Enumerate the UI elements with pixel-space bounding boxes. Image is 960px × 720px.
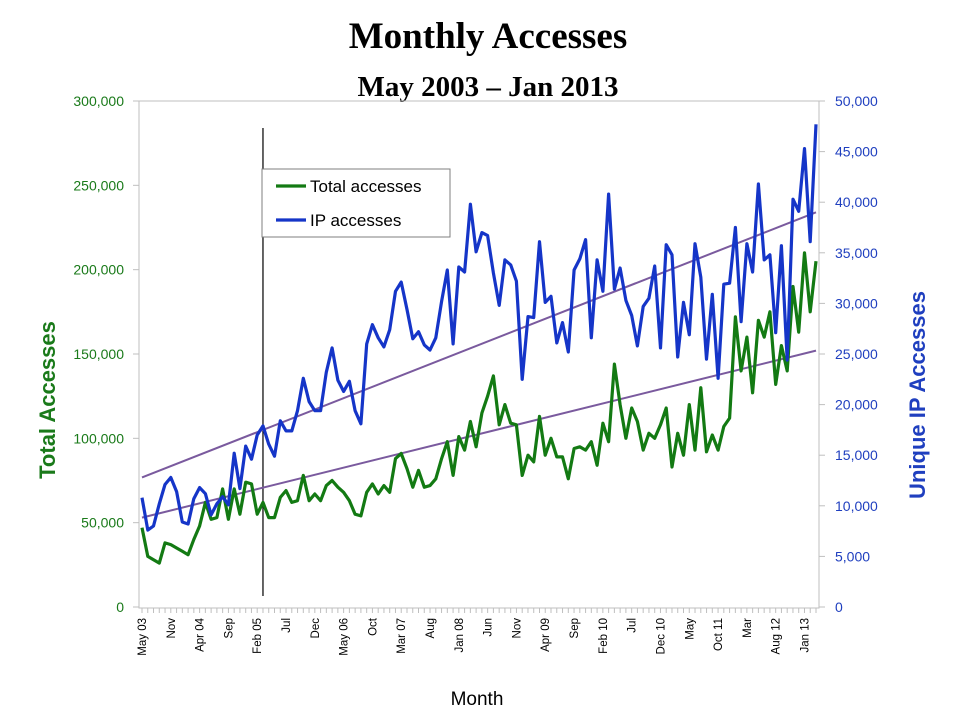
x-tick-label: Apr 09 xyxy=(540,618,552,652)
x-tick-label: Oct xyxy=(367,617,379,636)
x-tick-label: Sep xyxy=(223,618,235,638)
x-tick-label: May 03 xyxy=(137,618,149,656)
x-axis-ticks: May 03 Nov Apr 04 Sep Feb 05 Jul Dec May 06 Oct M… xyxy=(137,608,817,656)
left-tick-label: 0 xyxy=(116,599,124,615)
x-tick-label: Dec xyxy=(310,618,322,639)
legend: Total accesses IP accesses xyxy=(261,168,451,238)
left-tick-label: 50,000 xyxy=(81,515,124,531)
x-tick-label: Jan 08 xyxy=(454,618,466,653)
right-tick-label: 15,000 xyxy=(835,447,878,463)
legend-box xyxy=(261,168,451,238)
x-tick-label: Nov xyxy=(511,618,523,639)
x-tick-label: Dec 10 xyxy=(655,618,667,654)
x-tick-label: Jun xyxy=(483,618,495,637)
x-axis-label: Month xyxy=(451,689,504,710)
right-tick-label: 50,000 xyxy=(835,93,878,109)
x-tick-label: Jan 13 xyxy=(799,618,811,653)
x-tick-label: Aug xyxy=(425,618,437,638)
x-tick-label: Apr 04 xyxy=(195,617,207,651)
x-tick-label: Nov xyxy=(166,618,178,639)
right-tick-label: 40,000 xyxy=(835,194,878,210)
x-tick-label: Jul xyxy=(281,618,293,633)
right-tick-label: 45,000 xyxy=(835,144,878,160)
x-tick-label: Oct 11 xyxy=(713,618,725,651)
x-tick-label: May 06 xyxy=(339,618,351,656)
chart-title: Monthly Accesses xyxy=(349,16,628,57)
series-ip-accesses-line xyxy=(140,124,818,532)
x-tick-label: Feb 05 xyxy=(252,618,264,654)
x-tick-label: Feb 10 xyxy=(598,618,610,654)
left-tick-label: 100,000 xyxy=(73,430,124,446)
right-tick-label: 20,000 xyxy=(835,397,878,413)
legend-label-ip: IP accesses xyxy=(310,211,401,230)
left-axis-ticks: 0 50,000 100,000 150,000 200,000 250,000 300,0… xyxy=(73,93,139,615)
right-tick-label: 10,000 xyxy=(835,498,878,514)
left-tick-label: 250,000 xyxy=(73,177,124,193)
right-tick-label: 25,000 xyxy=(835,346,878,362)
right-tick-label: 0 xyxy=(835,599,843,615)
ip-accesses-trendline xyxy=(141,211,817,479)
right-axis-ticks: 0 5,000 10,000 15,000 20,000 25,000 30,000 35,0… xyxy=(819,93,878,615)
x-tick-label: Jul xyxy=(627,618,639,633)
right-tick-label: 35,000 xyxy=(835,245,878,261)
x-tick-label: Sep xyxy=(569,618,581,638)
legend-label-total: Total accesses xyxy=(310,177,422,196)
right-tick-label: 5,000 xyxy=(835,548,870,564)
left-tick-label: 200,000 xyxy=(73,262,124,278)
right-tick-label: 30,000 xyxy=(835,295,878,311)
x-tick-label: May xyxy=(684,618,696,640)
series-total-accesses-line xyxy=(140,251,818,565)
y-axis-left-label: Total Accesses xyxy=(35,321,60,479)
x-tick-label: Aug 12 xyxy=(771,618,783,654)
left-tick-label: 150,000 xyxy=(73,346,124,362)
y-axis-right-label: Unique IP Accesses xyxy=(905,291,930,499)
left-tick-label: 300,000 xyxy=(73,93,124,109)
x-tick-label: Mar 07 xyxy=(396,618,408,654)
chart-subtitle: May 2003 – Jan 2013 xyxy=(358,71,619,103)
x-tick-label: Mar xyxy=(742,618,754,638)
